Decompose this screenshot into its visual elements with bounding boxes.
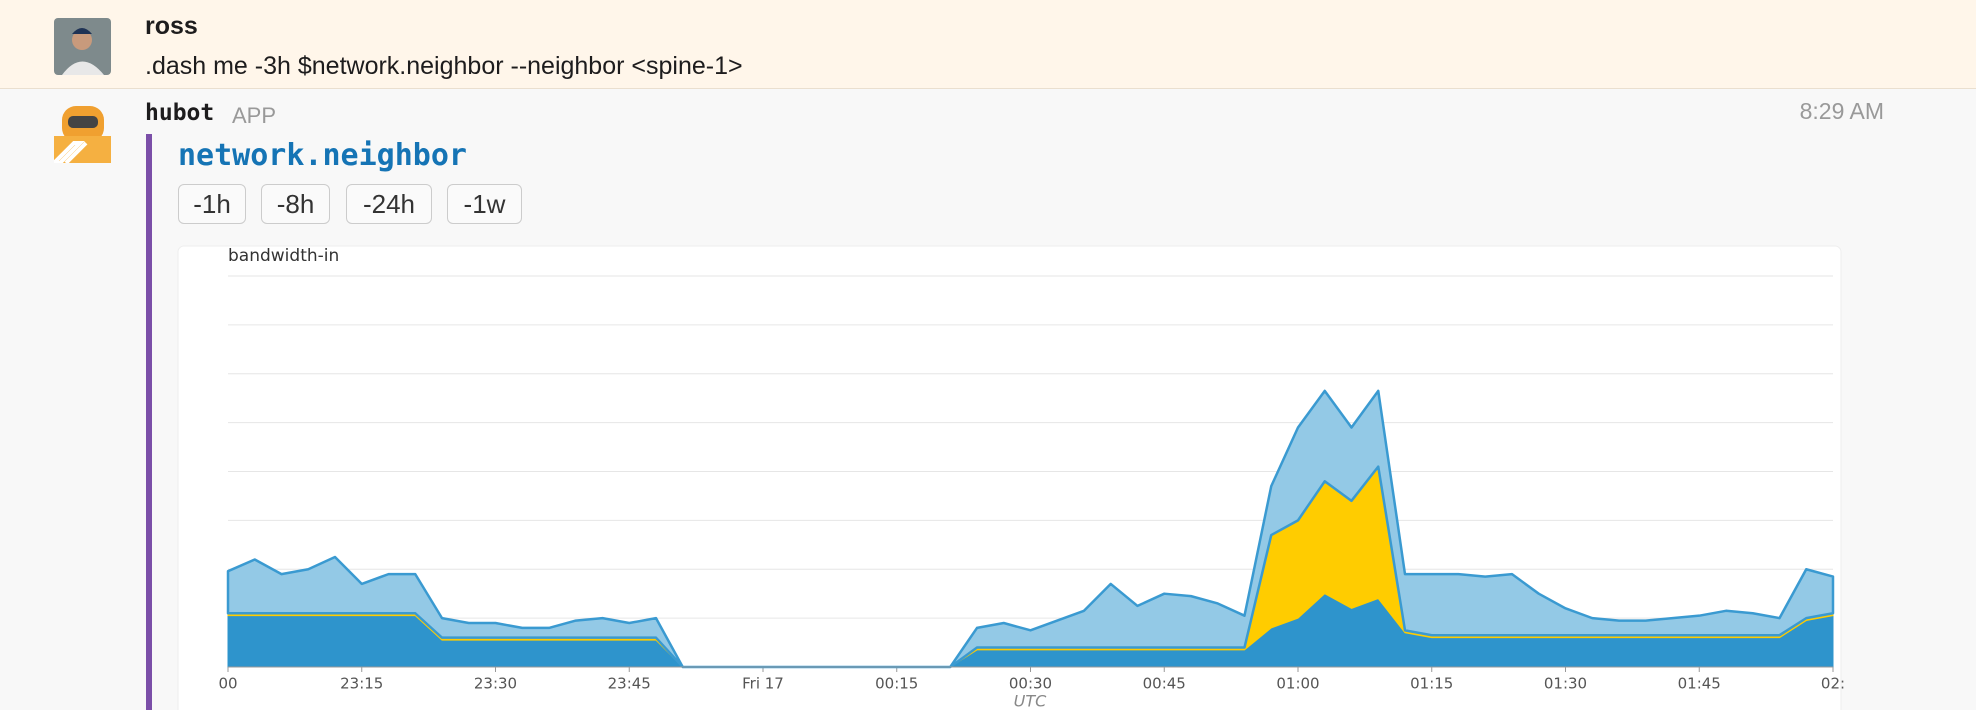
x-tick-label: 00:30 bbox=[1009, 675, 1052, 693]
x-tick-label: 00:15 bbox=[875, 675, 918, 693]
x-tick-label: Fri 17 bbox=[742, 675, 784, 693]
timestamp: 8:29 AM bbox=[1799, 98, 1884, 124]
button[interactable]: -1h bbox=[178, 184, 246, 224]
x-tick-label: 00 bbox=[218, 675, 237, 693]
message-ross bbox=[0, 0, 1976, 89]
chart-title: bandwidth-in bbox=[228, 246, 339, 266]
avatar-ross bbox=[54, 18, 111, 75]
attachment-bar bbox=[146, 134, 152, 710]
x-tick-label: 01:00 bbox=[1276, 675, 1319, 693]
x-tick-label: 01:45 bbox=[1678, 675, 1721, 693]
app-badge: APP bbox=[232, 103, 277, 128]
x-tick-label: 23:30 bbox=[474, 675, 517, 693]
avatar-hubot bbox=[54, 106, 111, 163]
author: ross bbox=[145, 12, 198, 40]
button[interactable]: -1w bbox=[447, 184, 522, 224]
x-tick-label: 02: bbox=[1821, 675, 1845, 693]
x-axis-label: UTC bbox=[1014, 692, 1047, 710]
message-text: .dash me -3h $network.neighbor --neighbo… bbox=[145, 52, 743, 80]
author: hubot bbox=[145, 100, 215, 126]
button[interactable]: -24h bbox=[346, 184, 432, 224]
x-tick-label: 01:15 bbox=[1410, 675, 1453, 693]
x-tick-label: 23:15 bbox=[340, 675, 383, 693]
x-tick-label: 01:30 bbox=[1544, 675, 1587, 693]
x-tick-label: 00:45 bbox=[1143, 675, 1186, 693]
x-tick-label: 23:45 bbox=[608, 675, 651, 693]
button[interactable]: -8h bbox=[261, 184, 330, 224]
attachment-title[interactable]: network.neighbor bbox=[178, 138, 467, 173]
